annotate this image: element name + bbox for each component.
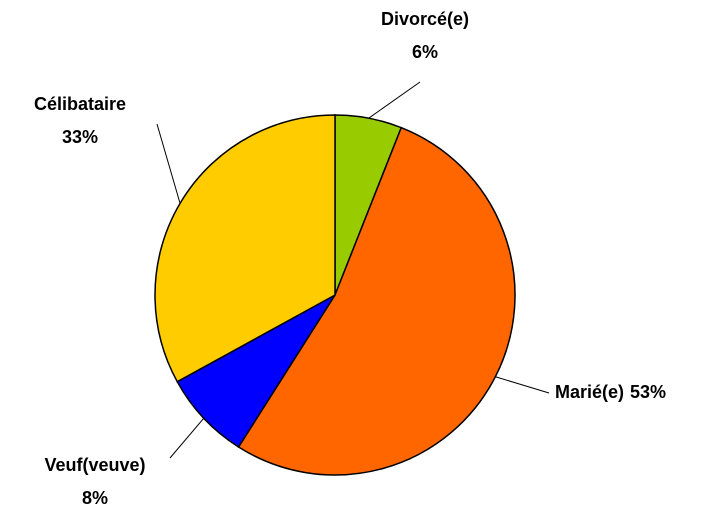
data-label: 8% [82,488,108,508]
leader-line [368,81,421,119]
data-label: Marié(e) 53% [555,382,666,402]
data-label: 33% [62,127,98,147]
category-label: Marié(e) [555,382,624,402]
category-label: Divorcé(e) [381,9,469,29]
data-label: Veuf(veuve) [44,455,145,475]
value-label: 53% [630,382,666,402]
pie-slice [154,114,336,383]
leader-line [156,123,181,204]
category-label: Veuf(veuve) [44,455,145,475]
category-label: Célibataire [34,94,126,114]
leader-line [495,376,550,394]
data-label: 6% [412,42,438,62]
value-label: 33% [62,127,98,147]
value-label: 8% [82,488,108,508]
value-label: 6% [412,42,438,62]
leader-line [169,417,205,459]
data-label: Célibataire [34,94,126,114]
data-label: Divorcé(e) [381,9,469,29]
pie-slice [176,294,336,449]
pie-slice [237,126,516,476]
